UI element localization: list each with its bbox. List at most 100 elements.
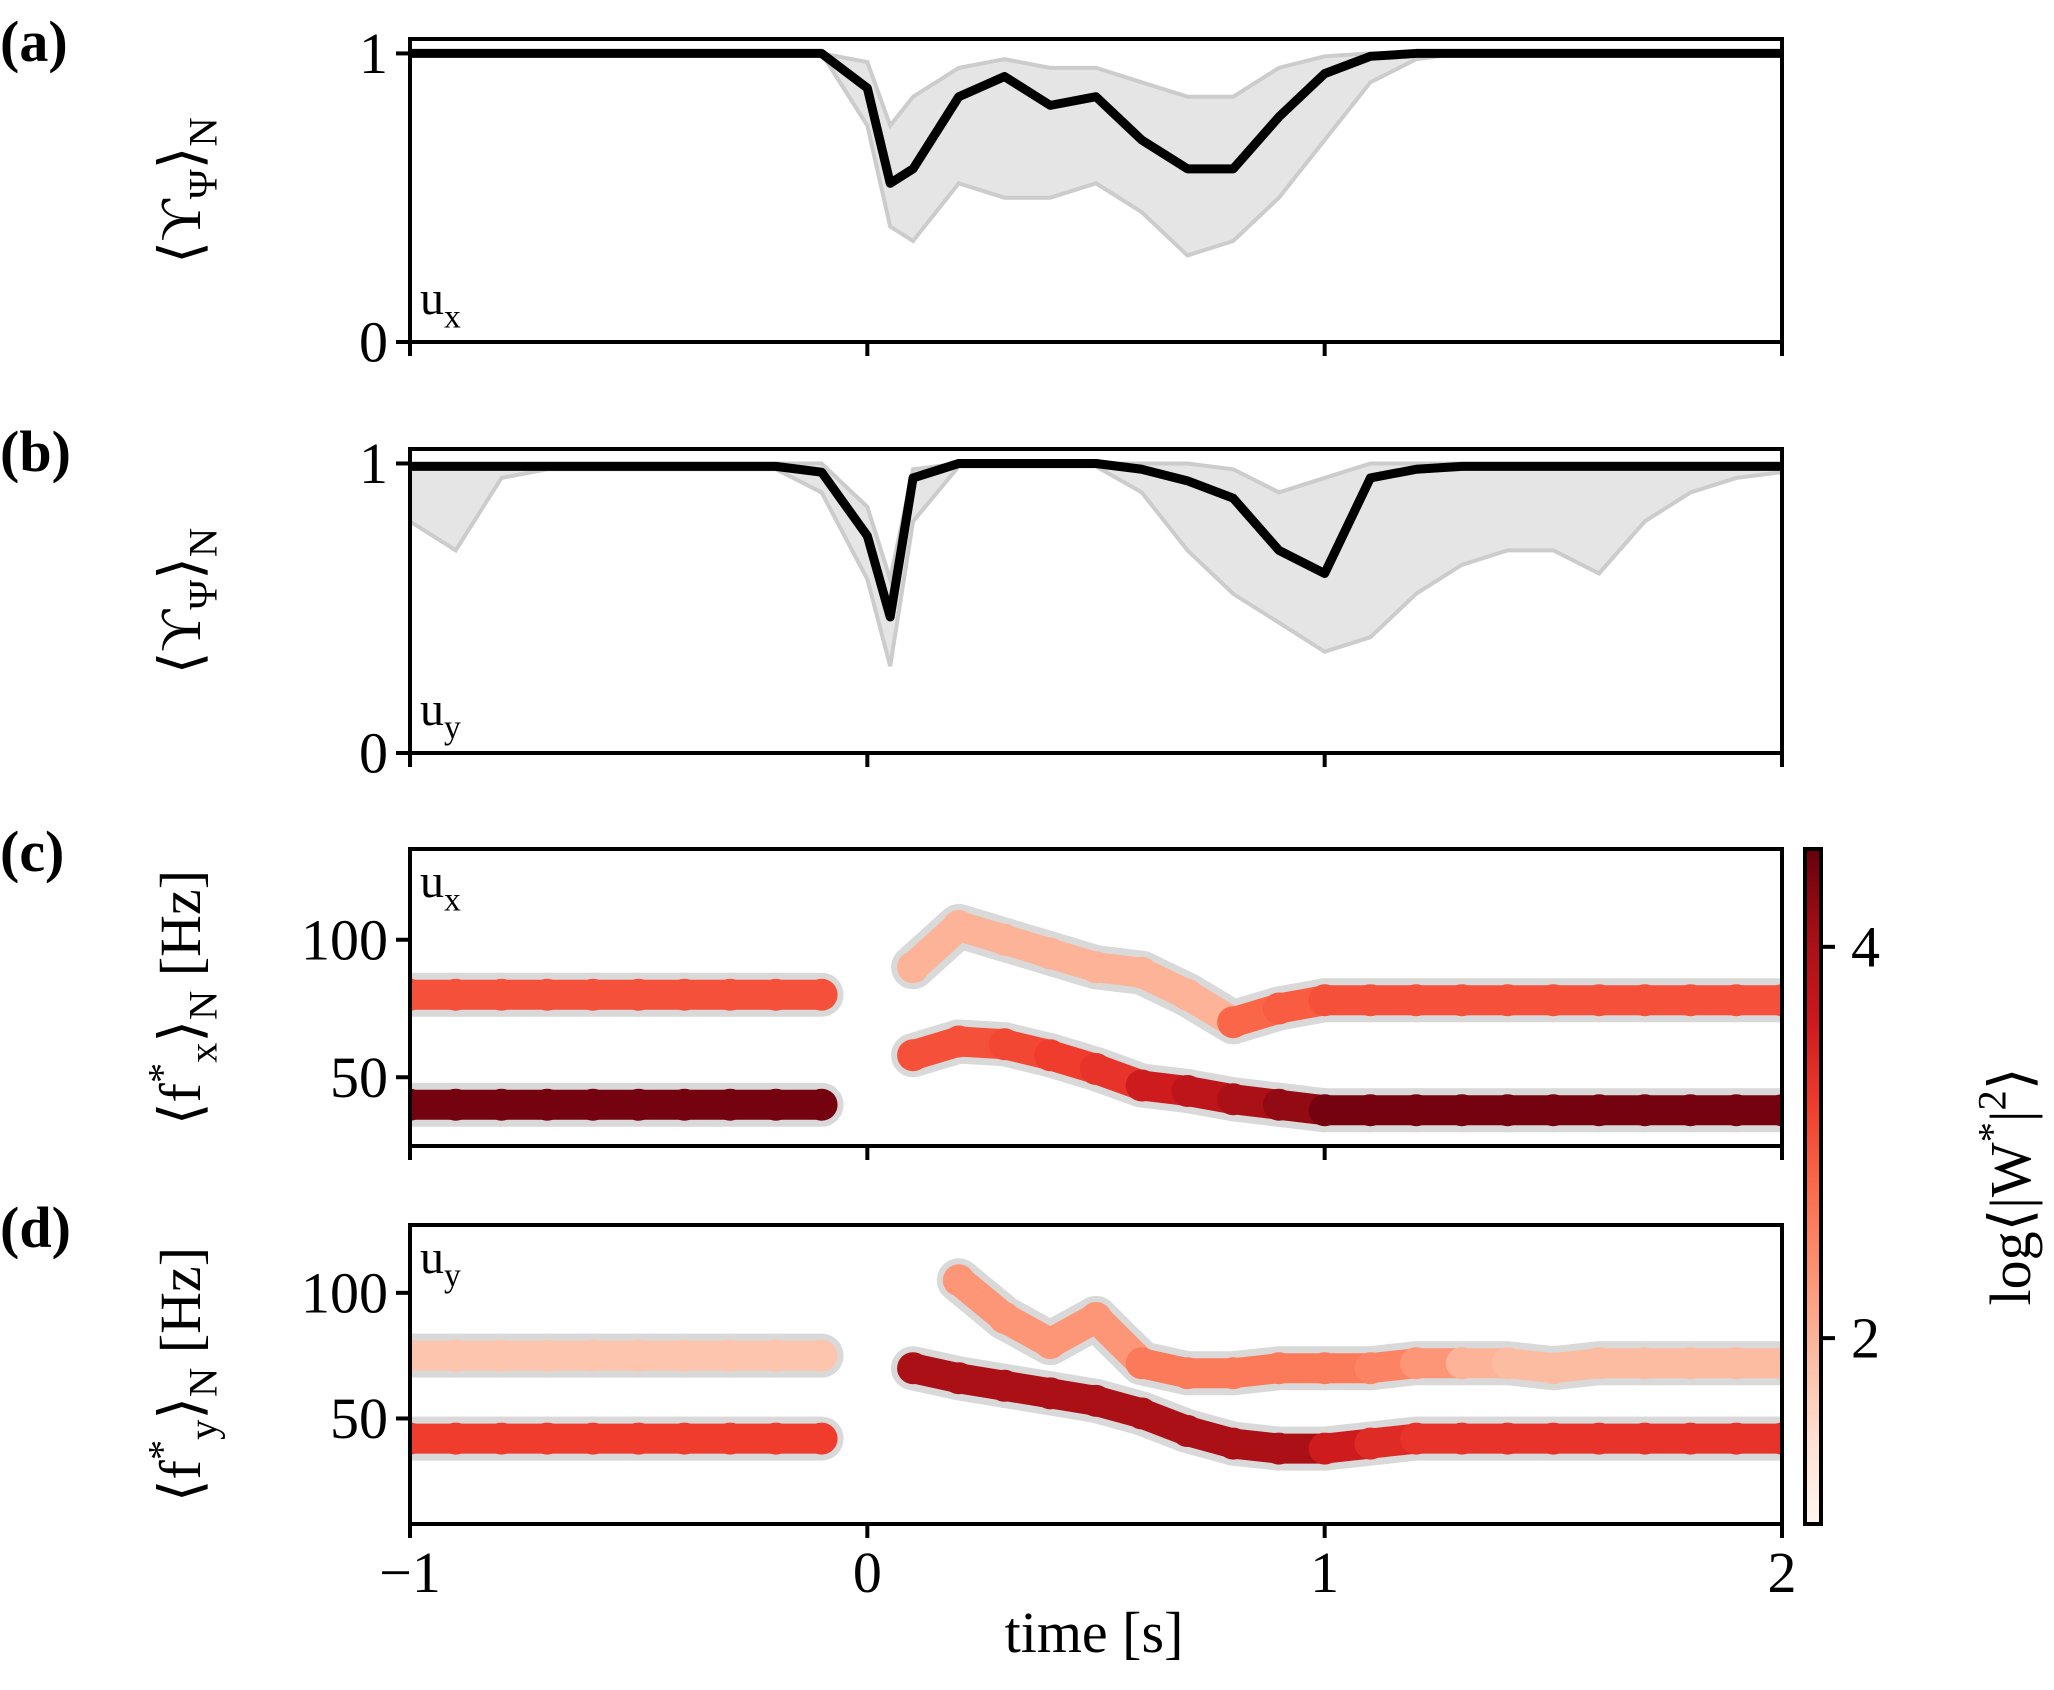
label-part: ⟨f xyxy=(148,1083,213,1126)
point xyxy=(759,978,792,1011)
point xyxy=(576,1088,609,1121)
label-part: x xyxy=(444,298,461,335)
point xyxy=(1262,1088,1295,1121)
point xyxy=(1720,1347,1753,1380)
y-tick-label: 100 xyxy=(301,1260,388,1325)
mean-line xyxy=(410,458,1782,622)
point xyxy=(1217,1427,1250,1460)
point xyxy=(988,1301,1021,1334)
point xyxy=(1171,978,1204,1011)
point xyxy=(1583,1094,1616,1127)
point xyxy=(759,1422,792,1455)
point xyxy=(1628,984,1661,1017)
point xyxy=(1628,1347,1661,1380)
point xyxy=(1766,1347,1782,1380)
x-axis-label: time [s] xyxy=(1005,1600,1184,1665)
point xyxy=(1674,1094,1707,1127)
colorbar-label: log⟨|W*|2⟩ xyxy=(1970,1068,2043,1306)
point xyxy=(805,1339,838,1372)
axes-frame xyxy=(408,37,1784,344)
point xyxy=(1491,984,1524,1017)
point xyxy=(1171,1415,1204,1448)
label-part: y xyxy=(180,1419,225,1440)
y-tick-label: 100 xyxy=(301,907,388,972)
point xyxy=(410,978,426,1011)
label-part: N xyxy=(180,991,225,1020)
point xyxy=(439,1088,472,1121)
point xyxy=(531,1339,564,1372)
point xyxy=(1583,1422,1616,1455)
panel-label: (c) xyxy=(0,819,64,884)
point xyxy=(1171,1075,1204,1107)
band xyxy=(410,461,1782,667)
point xyxy=(897,1039,930,1072)
point xyxy=(1537,1094,1570,1127)
colorbar xyxy=(1803,847,1823,1526)
point xyxy=(988,1369,1021,1402)
point xyxy=(1125,1347,1158,1380)
point xyxy=(1445,984,1478,1017)
point xyxy=(485,1088,518,1121)
point xyxy=(1034,1039,1067,1072)
point xyxy=(1491,1094,1524,1127)
panel-annotation: uy xyxy=(420,683,461,746)
panel-label: (d) xyxy=(0,1195,71,1260)
point xyxy=(1308,1094,1341,1127)
label-part: y xyxy=(444,1257,461,1294)
point xyxy=(485,978,518,1011)
point xyxy=(1491,1422,1524,1455)
point xyxy=(759,1339,792,1372)
x-tick-label: 0 xyxy=(853,1540,882,1605)
point xyxy=(1217,1006,1250,1039)
point xyxy=(1720,1094,1753,1127)
point xyxy=(1766,1094,1782,1127)
point xyxy=(1400,1094,1433,1127)
y-axis-label: ⟨f*y⟩N [Hz] xyxy=(140,1247,226,1502)
point xyxy=(714,1339,747,1372)
panel-label: (a) xyxy=(0,9,68,74)
point xyxy=(410,1339,426,1372)
point xyxy=(714,1088,747,1121)
label-part: ⟩ xyxy=(1978,1068,2043,1091)
point xyxy=(714,1422,747,1455)
point xyxy=(1445,1347,1478,1380)
point xyxy=(1262,1352,1295,1385)
point xyxy=(1125,1069,1158,1102)
label-part: ⟨ϒ xyxy=(148,609,213,675)
point xyxy=(1628,1422,1661,1455)
point xyxy=(1674,1347,1707,1380)
point xyxy=(531,978,564,1011)
point xyxy=(1354,984,1387,1017)
label-part: N xyxy=(180,117,225,146)
point xyxy=(1400,1347,1433,1380)
axes-frame xyxy=(408,847,1784,1148)
point xyxy=(1354,1094,1387,1127)
point xyxy=(668,1339,701,1372)
point xyxy=(668,1422,701,1455)
axes-frame xyxy=(408,447,1784,755)
point xyxy=(1034,1377,1067,1410)
point xyxy=(668,1088,701,1121)
y-axis-label: ⟨ϒΨ⟩N xyxy=(148,528,225,674)
point xyxy=(1080,1053,1112,1085)
point xyxy=(1125,956,1158,989)
x-tick-label: 2 xyxy=(1768,1540,1797,1605)
y-tick-label: 0 xyxy=(359,721,388,786)
label-part: Ψ xyxy=(180,169,225,199)
point xyxy=(531,1422,564,1455)
point xyxy=(1445,1422,1478,1455)
point xyxy=(485,1422,518,1455)
point xyxy=(410,1422,426,1455)
point xyxy=(1308,984,1341,1017)
y-tick-label: 50 xyxy=(330,1045,388,1110)
point xyxy=(805,978,838,1011)
label-part: * xyxy=(1970,1122,2015,1142)
point xyxy=(942,910,975,942)
panel-label: (b) xyxy=(0,419,71,484)
point xyxy=(1125,1397,1158,1430)
y-tick-label: 0 xyxy=(359,310,388,375)
label-part: Ψ xyxy=(180,580,225,610)
point xyxy=(897,1352,930,1385)
panel-annotation: ux xyxy=(420,855,461,918)
y-tick-label: 50 xyxy=(330,1386,388,1451)
